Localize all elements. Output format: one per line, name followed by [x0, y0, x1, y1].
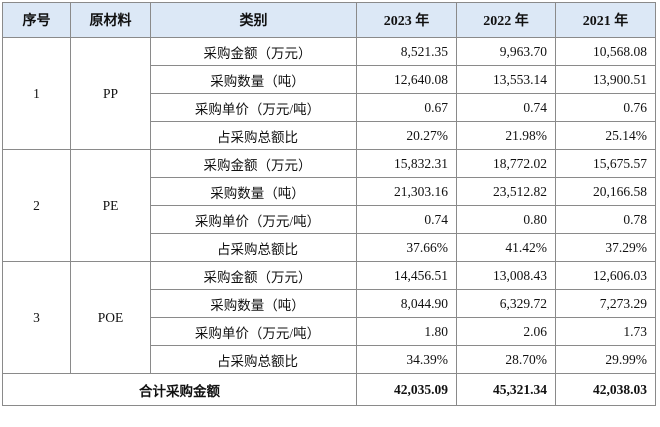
- material-cell: PP: [70, 37, 151, 150]
- value-2022: 2.06: [456, 317, 556, 346]
- value-2022: 23,512.82: [456, 177, 556, 206]
- value-2021: 15,675.57: [555, 149, 656, 178]
- value-2021: 20,166.58: [555, 177, 656, 206]
- raw-material-purchase-table: 序号 原材料 类别 2023 年 2022 年 2021 年 1 PP 采购金额…: [2, 2, 656, 406]
- value-2023: 15,832.31: [356, 149, 457, 178]
- total-row: 合计采购金额 42,035.09 45,321.34 42,038.03: [2, 373, 656, 406]
- value-2022: 0.74: [456, 93, 556, 122]
- category-cell: 采购单价（万元/吨）: [150, 317, 357, 346]
- header-material: 原材料: [70, 2, 151, 38]
- value-2023: 0.67: [356, 93, 457, 122]
- value-2023: 8,521.35: [356, 37, 457, 66]
- value-2023: 20.27%: [356, 121, 457, 150]
- value-2023: 8,044.90: [356, 289, 457, 318]
- category-cell: 采购金额（万元）: [150, 37, 357, 66]
- value-2023: 1.80: [356, 317, 457, 346]
- category-cell: 采购数量（吨）: [150, 65, 357, 94]
- value-2023: 37.66%: [356, 233, 457, 262]
- value-2023: 34.39%: [356, 345, 457, 374]
- header-row: 序号 原材料 类别 2023 年 2022 年 2021 年: [2, 2, 656, 38]
- table-row: 3 POE 采购金额（万元） 14,456.51 13,008.43 12,60…: [2, 261, 656, 374]
- material-cell: POE: [70, 261, 151, 374]
- total-2022: 45,321.34: [456, 373, 556, 406]
- header-2022: 2022 年: [456, 2, 556, 38]
- header-2023: 2023 年: [356, 2, 457, 38]
- category-cell: 占采购总额比: [150, 345, 357, 374]
- seq-cell: 1: [2, 37, 71, 150]
- total-2023: 42,035.09: [356, 373, 457, 406]
- category-cell: 采购数量（吨）: [150, 289, 357, 318]
- material-cell: PE: [70, 149, 151, 262]
- header-category: 类别: [150, 2, 357, 38]
- value-2021: 0.78: [555, 205, 656, 234]
- value-2022: 41.42%: [456, 233, 556, 262]
- category-cell: 采购数量（吨）: [150, 177, 357, 206]
- table-row: 采购数量（吨） 8,044.90 6,329.72 7,273.29: [3, 289, 656, 318]
- value-2022: 0.80: [456, 205, 556, 234]
- category-cell: 采购单价（万元/吨）: [150, 205, 357, 234]
- value-2021: 0.76: [555, 93, 656, 122]
- value-2023: 21,303.16: [356, 177, 457, 206]
- value-2022: 21.98%: [456, 121, 556, 150]
- value-2021: 37.29%: [555, 233, 656, 262]
- table-row: 1 PP 采购金额（万元） 8,521.35 9,963.70 10,568.0…: [2, 37, 656, 150]
- category-cell: 采购单价（万元/吨）: [150, 93, 357, 122]
- header-2021: 2021 年: [555, 2, 656, 38]
- table-row: 采购单价（万元/吨） 1.80 2.06 1.73: [3, 317, 656, 346]
- table-row: 采购数量（吨） 21,303.16 23,512.82 20,166.58: [3, 177, 656, 206]
- table-row: 2 PE 采购金额（万元） 15,832.31 18,772.02 15,675…: [2, 149, 656, 262]
- value-2023: 14,456.51: [356, 261, 457, 290]
- value-2022: 9,963.70: [456, 37, 556, 66]
- value-2023: 12,640.08: [356, 65, 457, 94]
- value-2021: 1.73: [555, 317, 656, 346]
- value-2021: 10,568.08: [555, 37, 656, 66]
- category-cell: 采购金额（万元）: [150, 149, 357, 178]
- value-2021: 25.14%: [555, 121, 656, 150]
- value-2022: 18,772.02: [456, 149, 556, 178]
- category-cell: 采购金额（万元）: [150, 261, 357, 290]
- category-cell: 占采购总额比: [150, 121, 357, 150]
- header-seq: 序号: [2, 2, 71, 38]
- seq-cell: 2: [2, 149, 71, 262]
- value-2022: 28.70%: [456, 345, 556, 374]
- value-2023: 0.74: [356, 205, 457, 234]
- table-row: 占采购总额比 20.27% 21.98% 25.14%: [3, 121, 656, 150]
- value-2021: 29.99%: [555, 345, 656, 374]
- total-label: 合计采购金额: [2, 373, 357, 406]
- value-2022: 13,553.14: [456, 65, 556, 94]
- value-2021: 12,606.03: [555, 261, 656, 290]
- value-2021: 13,900.51: [555, 65, 656, 94]
- value-2022: 6,329.72: [456, 289, 556, 318]
- category-cell: 占采购总额比: [150, 233, 357, 262]
- table-row: 采购单价（万元/吨） 0.74 0.80 0.78: [3, 205, 656, 234]
- table-row: 采购单价（万元/吨） 0.67 0.74 0.76: [3, 93, 656, 122]
- table-row: 采购数量（吨） 12,640.08 13,553.14 13,900.51: [3, 65, 656, 94]
- value-2022: 13,008.43: [456, 261, 556, 290]
- seq-cell: 3: [2, 261, 71, 374]
- total-2021: 42,038.03: [555, 373, 656, 406]
- value-2021: 7,273.29: [555, 289, 656, 318]
- table-row: 占采购总额比 37.66% 41.42% 37.29%: [3, 233, 656, 262]
